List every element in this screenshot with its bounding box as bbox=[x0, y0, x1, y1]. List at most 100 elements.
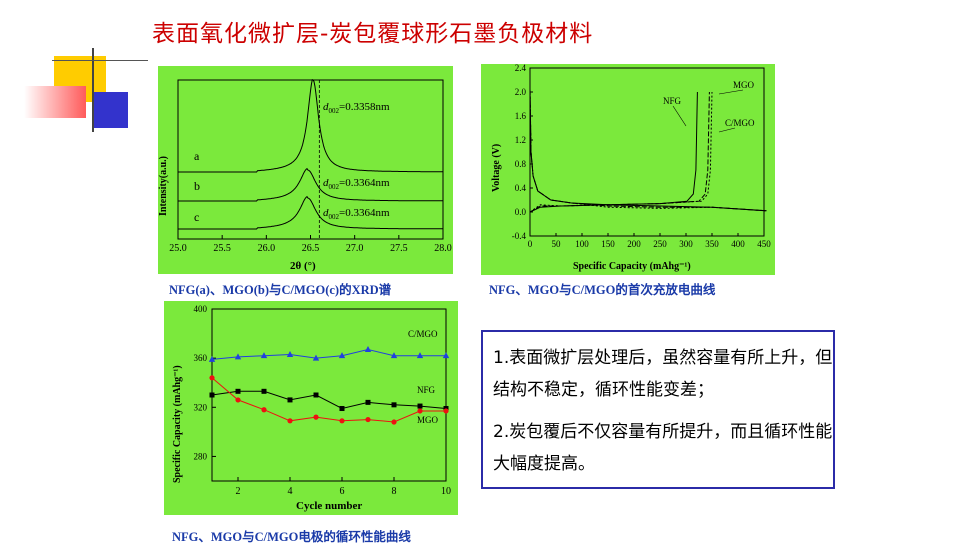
charge-charge-curve-C/MGO bbox=[529, 91, 713, 213]
decor-red-gradient-block bbox=[24, 86, 86, 118]
charge-x-tick-label: 350 bbox=[705, 239, 719, 249]
slide-title: 表面氧化微扩层-炭包覆球形石墨负极材料 bbox=[152, 21, 594, 47]
cycle-point-C-MGO bbox=[312, 354, 320, 361]
cycle-point-C-MGO bbox=[338, 352, 346, 359]
cycle-point-MGO bbox=[313, 414, 319, 420]
charge-series-label-MGO: MGO bbox=[733, 80, 755, 90]
cycle-point-MGO bbox=[209, 375, 215, 381]
cycle-y-tick-label: 280 bbox=[194, 451, 208, 461]
xrd-plot-frame bbox=[177, 79, 444, 240]
xrd-y-axis-label: Intensity(a.u.) bbox=[158, 156, 169, 216]
conclusion-line-1: 1.表面微扩层处理后，虽然容量有所上升，但结构不稳定，循环性能变差； bbox=[493, 348, 833, 400]
charge-y-tick-label: 0.8 bbox=[515, 159, 527, 169]
cycle-point-NFG bbox=[313, 392, 319, 398]
cycle-series-label-NFG: NFG bbox=[417, 385, 436, 395]
cycle-point-C-MGO bbox=[208, 355, 216, 362]
charge-charge-curve-NFG bbox=[529, 91, 698, 213]
cycle-point-C-MGO bbox=[234, 353, 242, 360]
charge-x-tick-label: 100 bbox=[575, 239, 589, 249]
cycle-point-C-MGO bbox=[286, 350, 294, 357]
cycle-point-NFG bbox=[365, 399, 371, 405]
cycle-x-axis-label: Cycle number bbox=[296, 500, 362, 512]
cycle-point-MGO bbox=[339, 418, 345, 424]
cycle-series-line-C-MGO bbox=[211, 348, 446, 360]
cycle-y-axis-label: Specific Capacity (mAhg⁻¹) bbox=[172, 365, 183, 483]
charge-plot-frame bbox=[529, 67, 765, 237]
charge-discharge-curve-NFG bbox=[529, 88, 767, 212]
charge-chart-panel: Voltage (V) Specific Capacity (mAhg⁻¹) 0… bbox=[481, 63, 775, 275]
charge-x-tick-label: 300 bbox=[679, 239, 693, 249]
cycle-point-C-MGO bbox=[390, 352, 398, 359]
xrd-x-tick-label: 27.5 bbox=[390, 243, 408, 254]
cycle-point-C-MGO bbox=[442, 352, 450, 359]
xrd-x-tick-label: 26.5 bbox=[302, 243, 320, 254]
charge-y-tick-label: 0.4 bbox=[515, 183, 527, 193]
cycle-series-line-MGO bbox=[211, 377, 446, 423]
cycle-chart: Specific Capacity (mAhg⁻¹) Cycle number … bbox=[172, 304, 451, 512]
charge-y-axis-label: Voltage (V) bbox=[491, 144, 502, 192]
xrd-series-line-a bbox=[178, 79, 443, 173]
xrd-x-tick-label: 26.0 bbox=[258, 243, 276, 254]
cycle-point-MGO bbox=[287, 418, 293, 424]
charge-y-tick-label: 2.4 bbox=[515, 64, 527, 73]
charge-x-tick-label: 50 bbox=[552, 239, 562, 249]
cycle-point-NFG bbox=[209, 392, 215, 398]
xrd-x-tick-label: 25.0 bbox=[169, 243, 187, 254]
charge-x-tick-label: 450 bbox=[757, 239, 771, 249]
charge-charge-curve-MGO bbox=[529, 91, 710, 213]
cycle-chart-panel: Specific Capacity (mAhg⁻¹) Cycle number … bbox=[164, 301, 458, 515]
xrd-series-label-c: c bbox=[194, 210, 199, 224]
xrd-series-line-b bbox=[178, 167, 443, 202]
cycle-point-NFG bbox=[287, 397, 293, 403]
xrd-x-tick-label: 25.5 bbox=[213, 243, 231, 254]
cycle-point-NFG bbox=[261, 388, 267, 394]
cycle-series-line-NFG bbox=[211, 390, 447, 410]
charge-series-leader-MGO bbox=[718, 89, 744, 95]
xrd-series-line-c bbox=[178, 195, 443, 230]
cycle-point-NFG bbox=[391, 402, 397, 408]
conclusion-line-2: 2.炭包覆后不仅容量有所提升，而且循环性能大幅度提高。 bbox=[493, 422, 833, 474]
xrd-annotation-c: d002=0.3364nm bbox=[323, 207, 390, 221]
charge-y-tick-label: -0.4 bbox=[512, 231, 527, 241]
xrd-series-label-a: a bbox=[194, 149, 200, 163]
conclusion-box: 1.表面微扩层处理后，虽然容量有所上升，但结构不稳定，循环性能变差； 2.炭包覆… bbox=[481, 330, 835, 489]
charge-x-tick-label: 150 bbox=[601, 239, 615, 249]
xrd-chart-panel: Intensity(a.u.) 2θ (°) 25.0 25.5 26.0 26.5 2… bbox=[158, 66, 453, 274]
charge-y-tick-label: 2.0 bbox=[515, 87, 527, 97]
cycle-y-tick-label: 360 bbox=[194, 353, 208, 363]
charge-y-tick-label: 1.6 bbox=[515, 111, 527, 121]
charge-series-leader-NFG bbox=[672, 105, 687, 127]
xrd-x-axis-label: 2θ (°) bbox=[290, 260, 316, 272]
cycle-series-label-C-MGO: C/MGO bbox=[408, 329, 438, 339]
cycle-point-MGO bbox=[391, 419, 397, 425]
cycle-point-MGO bbox=[443, 408, 449, 414]
charge-discharge-curve-MGO bbox=[529, 88, 767, 212]
cycle-point-C-MGO bbox=[364, 346, 372, 353]
cycle-x-tick-label: 10 bbox=[441, 486, 451, 497]
decor-vertical-line bbox=[92, 48, 94, 132]
xrd-chart: Intensity(a.u.) 2θ (°) 25.0 25.5 26.0 26.5 2… bbox=[158, 79, 452, 272]
charge-series-label-NFG: NFG bbox=[663, 96, 682, 106]
cycle-series-label-MGO: MGO bbox=[417, 415, 439, 425]
charge-y-tick-label: 1.2 bbox=[515, 135, 526, 145]
charge-x-tick-label: 0 bbox=[528, 239, 533, 249]
cycle-point-MGO bbox=[365, 416, 371, 423]
charge-series-leader-C/MGO bbox=[718, 127, 736, 133]
cycle-y-tick-label: 320 bbox=[194, 402, 208, 412]
charge-x-axis-label: Specific Capacity (mAhg⁻¹) bbox=[573, 261, 691, 272]
cycle-x-tick-label: 4 bbox=[288, 486, 293, 497]
charge-y-tick-label: 0.0 bbox=[515, 207, 527, 217]
cycle-point-MGO bbox=[235, 397, 241, 403]
xrd-caption: NFG(a)、MGO(b)与C/MGO(c)的XRD谱 bbox=[169, 283, 392, 297]
cycle-point-C-MGO bbox=[416, 352, 424, 359]
cycle-x-tick-label: 8 bbox=[392, 486, 397, 497]
xrd-annotation-b: d002=0.3364nm bbox=[323, 177, 390, 191]
cycle-point-NFG bbox=[417, 403, 423, 409]
charge-discharge-chart: Voltage (V) Specific Capacity (mAhg⁻¹) 0… bbox=[491, 63, 771, 272]
cycle-point-C-MGO bbox=[260, 352, 268, 359]
cycle-caption: NFG、MGO与C/MGO电极的循环性能曲线 bbox=[172, 530, 411, 544]
cycle-point-NFG bbox=[339, 406, 345, 412]
charge-x-tick-label: 250 bbox=[653, 239, 667, 249]
xrd-annotation-a: d002=0.3358nm bbox=[323, 101, 390, 115]
cycle-x-tick-label: 6 bbox=[340, 486, 345, 497]
